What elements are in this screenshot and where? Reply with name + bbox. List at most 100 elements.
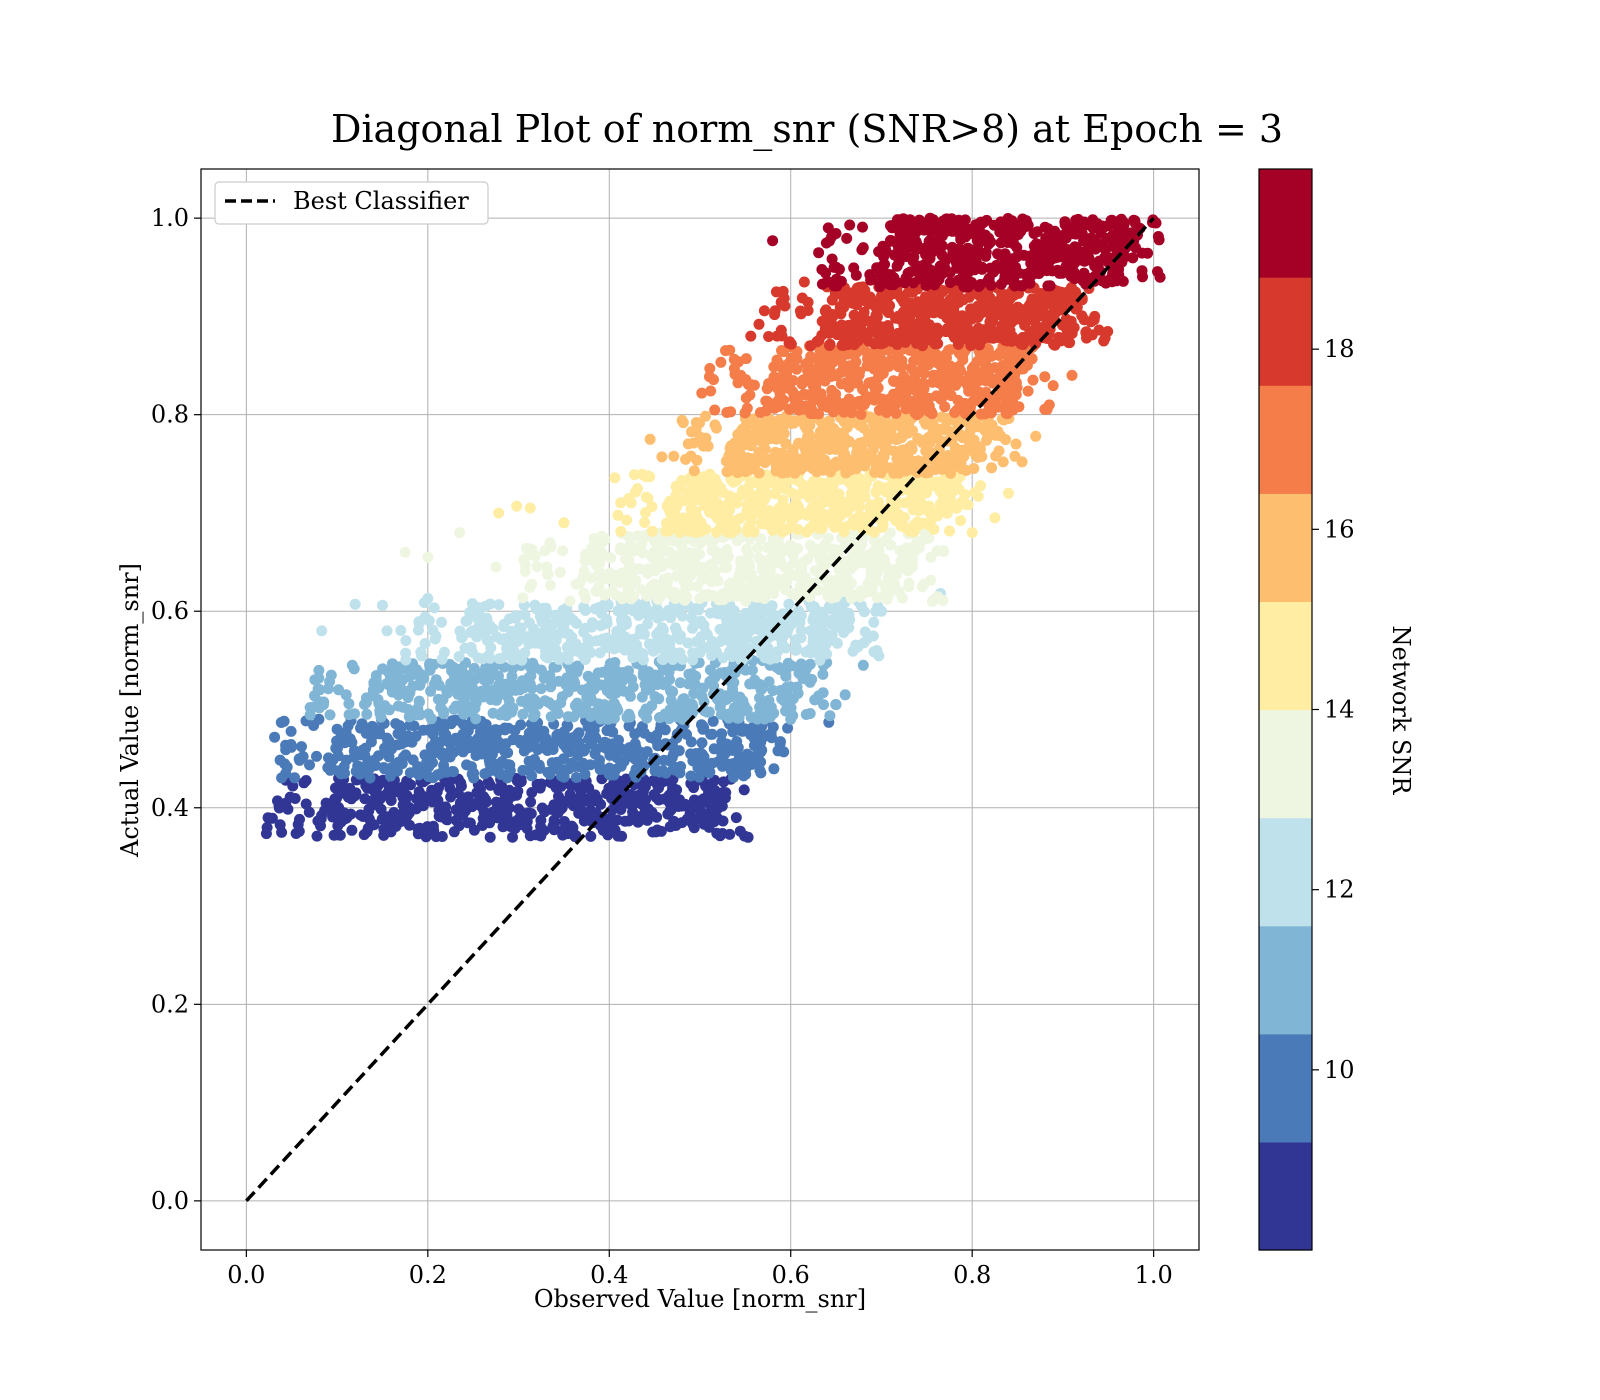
scatter-point	[701, 629, 713, 641]
scatter-point	[773, 661, 785, 673]
scatter-point	[1049, 291, 1061, 303]
scatter-point	[706, 757, 718, 769]
scatter-point	[331, 723, 343, 735]
scatter-point	[766, 556, 778, 568]
scatter-point	[839, 608, 851, 620]
scatter-point	[615, 497, 627, 509]
scatter-point	[838, 458, 850, 469]
scatter-point	[901, 310, 913, 322]
scatter-point	[787, 386, 799, 397]
scatter-point	[674, 526, 686, 538]
scatter-point	[642, 568, 654, 579]
scatter-point	[685, 736, 697, 748]
scatter-point	[1063, 337, 1075, 349]
scatter-point	[972, 490, 984, 502]
scatter-point	[571, 697, 583, 709]
scatter-point	[1027, 374, 1039, 386]
scatter-point	[953, 362, 965, 374]
scatter-point	[815, 347, 827, 359]
scatter-point	[696, 387, 708, 399]
scatter-point	[478, 806, 490, 818]
scatter-point	[808, 601, 820, 613]
scatter-point	[696, 643, 708, 655]
scatter-point	[617, 799, 629, 810]
scatter-point	[808, 611, 820, 623]
scatter-point	[266, 812, 278, 824]
scatter-point	[557, 604, 569, 616]
scatter-series	[399, 527, 950, 607]
scatter-point	[740, 353, 752, 365]
scatter-point	[750, 458, 762, 469]
scatter-point	[804, 591, 815, 603]
scatter-point	[639, 727, 650, 739]
scatter-point	[690, 526, 702, 538]
scatter-point	[579, 605, 591, 616]
scatter-point	[837, 427, 849, 439]
scatter-point	[611, 625, 623, 637]
scatter-point	[416, 824, 428, 836]
scatter-point	[885, 354, 897, 366]
scatter-point	[853, 324, 865, 336]
scatter-point	[543, 766, 555, 778]
scatter-point	[661, 607, 673, 619]
scatter-point	[759, 572, 771, 584]
scatter-point	[846, 480, 858, 492]
scatter-point	[580, 548, 592, 560]
scatter-point	[679, 594, 691, 606]
scatter-point	[817, 617, 829, 629]
scatter-point	[915, 392, 927, 404]
scatter-point	[313, 664, 325, 676]
scatter-point	[532, 726, 544, 738]
scatter-point	[780, 670, 792, 682]
scatter-point	[883, 572, 895, 583]
scatter-point	[608, 697, 620, 709]
scatter-point	[740, 768, 752, 780]
scatter-point	[674, 677, 686, 689]
scatter-point	[813, 522, 825, 534]
scatter-point	[973, 338, 985, 349]
scatter-point	[426, 796, 438, 808]
scatter-point	[980, 324, 992, 336]
scatter-point	[280, 767, 292, 779]
scatter-point	[631, 639, 643, 651]
scatter-point	[890, 394, 902, 406]
scatter-point	[452, 688, 464, 700]
scatter-point	[594, 647, 606, 659]
scatter-point	[813, 690, 825, 702]
scatter-point	[882, 586, 894, 598]
scatter-point	[585, 572, 597, 584]
scatter-point	[814, 485, 826, 497]
scatter-point	[1040, 319, 1052, 330]
scatter-point	[580, 592, 592, 604]
scatter-point	[755, 746, 767, 758]
scatter-point	[845, 592, 857, 604]
scatter-point	[462, 614, 473, 626]
scatter-point	[831, 516, 843, 528]
scatter-point	[562, 828, 574, 840]
scatter-point	[375, 711, 387, 723]
scatter-point	[596, 547, 608, 559]
scatter-point	[762, 471, 774, 483]
scatter-point	[864, 291, 876, 303]
scatter-point	[662, 572, 674, 584]
plot-area: 0.0 0.2 0.4 0.6 0.8 1.0 0.00.20.40.60.81.0	[151, 168, 1200, 1289]
scatter-point	[682, 637, 694, 649]
scatter-point	[870, 460, 882, 472]
scatter-point	[528, 711, 539, 723]
scatter-point	[499, 722, 511, 734]
scatter-point	[405, 779, 416, 791]
scatter-point	[888, 375, 900, 387]
scatter-point	[349, 790, 361, 802]
scatter-point	[688, 465, 700, 477]
scatter-point	[1047, 380, 1059, 392]
scatter-point	[392, 700, 404, 712]
scatter-point	[561, 641, 573, 653]
scatter-point	[956, 463, 968, 475]
scatter-point	[490, 561, 502, 573]
scatter-point	[519, 609, 531, 621]
scatter-point	[712, 510, 724, 522]
scatter-point	[521, 813, 533, 825]
scatter-point	[839, 401, 851, 413]
scatter-point	[300, 775, 312, 786]
scatter-point	[735, 618, 747, 630]
